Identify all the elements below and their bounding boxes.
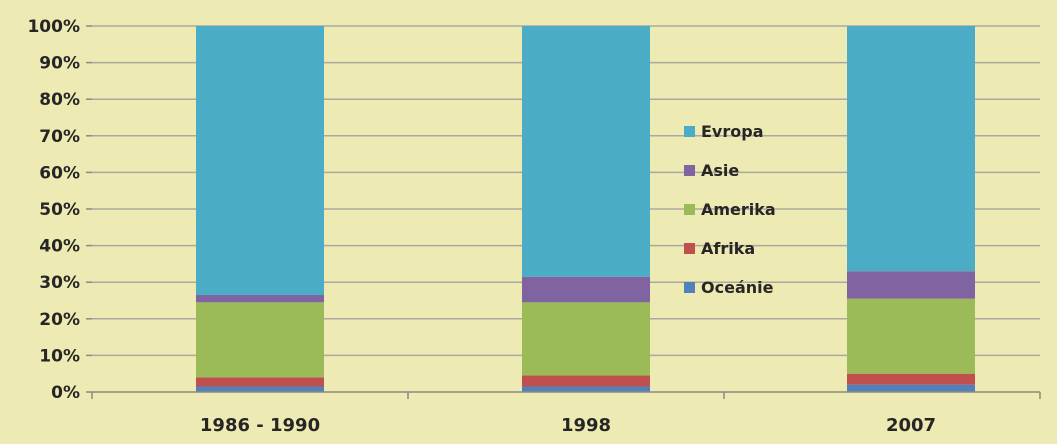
legend-swatch [684,282,695,293]
legend-item: Amerika [684,200,776,219]
legend-swatch [684,204,695,215]
x-category-label: 1998 [561,415,611,436]
legend-item: Oceánie [684,278,774,297]
legend-item: Evropa [684,122,764,141]
legend-label: Evropa [701,122,764,141]
legend-label: Oceánie [701,278,774,297]
legend-label: Afrika [701,239,755,258]
bar-segment-asie [522,276,650,303]
bar-segment-asie [196,295,324,303]
bar-segment-afrika [196,377,324,387]
bar-segment-amerika [847,298,975,374]
y-tick-label: 50% [39,200,80,220]
bar-segment-afrika [847,373,975,385]
legend-label: Asie [701,161,739,180]
y-tick-label: 40% [39,237,80,257]
legend-label: Amerika [701,200,776,219]
legend-swatch [684,243,695,254]
bar-segment-evropa [847,26,975,272]
legend: Evropa Asie Amerika Afrika Oceánie [684,122,776,297]
y-tick-label: 10% [39,346,80,366]
y-tick-label: 20% [39,310,80,330]
bar-stack [847,26,975,392]
bar-segment-afrika [522,375,650,387]
bar-stack [522,26,650,392]
legend-swatch [684,165,695,176]
legend-item: Asie [684,161,739,180]
x-category-label: 1986 - 1990 [200,415,320,436]
legend-swatch [684,126,695,137]
y-tick-label: 80% [39,90,80,110]
bar-stack [196,26,324,392]
bars [196,26,975,392]
bar-segment-asie [847,271,975,299]
x-category-label: 2007 [886,415,936,436]
y-tick-label: 100% [27,17,80,37]
y-axis-labels: 0% 10% 20% 30% 40% 50% 60% 70% 80% 90% 100% [27,17,80,403]
y-tick-label: 90% [39,54,80,74]
y-tick-label: 0% [51,383,80,403]
bar-segment-evropa [522,26,650,277]
x-axis [91,391,1041,399]
bar-segment-amerika [522,302,650,376]
y-tick-label: 60% [39,163,80,183]
bar-segment-evropa [196,26,324,296]
bar-segment-oceánie [847,384,975,392]
bar-segment-amerika [196,302,324,378]
legend-item: Afrika [684,239,755,258]
y-tick-label: 30% [39,273,80,293]
bar-segment-oceánie [522,386,650,392]
x-axis-labels: 1986 - 1990 1998 2007 [200,415,936,436]
bar-segment-oceánie [196,386,324,392]
y-tick-label: 70% [39,127,80,147]
